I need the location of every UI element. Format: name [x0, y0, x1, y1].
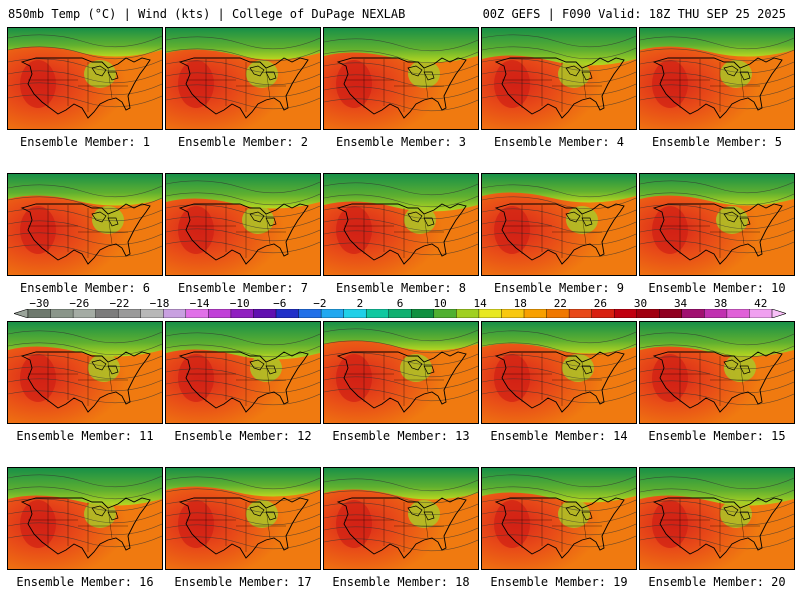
colorbar-tick-label: −18: [149, 297, 170, 310]
colorbar-swatch: [343, 309, 367, 318]
colorbar-swatch: [185, 309, 210, 318]
colorbar-swatch: [478, 309, 503, 318]
ensemble-map-panel: [165, 27, 321, 130]
ensemble-map-panel: [481, 467, 637, 570]
colorbar-tick-label: 26: [593, 297, 608, 310]
ensemble-map-panel: [165, 321, 321, 424]
ensemble-map-panel: [481, 27, 637, 130]
ensemble-member-label: Ensemble Member: 8: [335, 281, 467, 295]
ensemble-member-label: Ensemble Member: 10: [648, 281, 786, 295]
ensemble-member-label: Ensemble Member: 12: [174, 429, 312, 443]
colorbar-swatch: [568, 309, 593, 318]
ensemble-member-label: Ensemble Member: 7: [177, 281, 309, 295]
colorbar-high-arrow: [771, 309, 786, 318]
colorbar-swatch: [388, 309, 412, 318]
colorbar-swatch: [27, 309, 52, 318]
ensemble-member-label: Ensemble Member: 18: [332, 575, 470, 589]
colorbar-swatch: [411, 309, 435, 318]
colorbar-swatch: [726, 309, 751, 318]
colorbar-tick-label: 30: [633, 297, 648, 310]
colorbar-swatch: [163, 309, 187, 318]
ensemble-map-panel: [481, 321, 637, 424]
colorbar-swatch: [659, 309, 683, 318]
run-valid-time: 00Z GEFS | F090 Valid: 18Z THU SEP 25 20…: [482, 7, 786, 21]
ensemble-member-label: Ensemble Member: 5: [651, 135, 783, 149]
colorbar-swatch: [749, 309, 773, 318]
ensemble-member-label: Ensemble Member: 19: [490, 575, 628, 589]
colorbar-swatch: [681, 309, 706, 318]
temperature-colorbar: [14, 309, 786, 318]
colorbar-swatch: [275, 309, 300, 318]
ensemble-member-label: Ensemble Member: 4: [493, 135, 625, 149]
colorbar-low-arrow: [14, 309, 29, 318]
colorbar-swatch: [456, 309, 480, 318]
colorbar-tick-label: −10: [229, 297, 250, 310]
ensemble-map-panel: [7, 467, 163, 570]
ensemble-member-label: Ensemble Member: 16: [16, 575, 154, 589]
colorbar-swatch: [501, 309, 525, 318]
colorbar-tick-label: 10: [433, 297, 447, 310]
colorbar-swatch: [591, 309, 615, 318]
colorbar-swatch: [140, 309, 164, 318]
colorbar-tick-label: 22: [553, 297, 567, 310]
colorbar-swatch: [50, 309, 74, 318]
ensemble-member-label: Ensemble Member: 14: [490, 429, 628, 443]
colorbar-swatch: [704, 309, 728, 318]
colorbar-tick-label: 14: [473, 297, 487, 310]
ensemble-member-label: Ensemble Member: 2: [177, 135, 309, 149]
ensemble-member-label: Ensemble Member: 11: [16, 429, 154, 443]
colorbar-tick-label: −2: [313, 297, 327, 310]
colorbar-swatch: [320, 309, 345, 318]
ensemble-member-label: Ensemble Member: 17: [174, 575, 312, 589]
ensemble-member-label: Ensemble Member: 20: [648, 575, 786, 589]
ensemble-member-label: Ensemble Member: 13: [332, 429, 470, 443]
map-title: 850mb Temp (°C) | Wind (kts) | College o…: [8, 7, 406, 21]
ensemble-member-label: Ensemble Member: 15: [648, 429, 786, 443]
colorbar-swatch: [253, 309, 277, 318]
colorbar-tick-label: 42: [754, 297, 768, 310]
ensemble-member-label: Ensemble Member: 9: [493, 281, 625, 295]
ensemble-map-panel: [7, 321, 163, 424]
colorbar-swatch: [523, 309, 548, 318]
ensemble-map-panel: [639, 173, 795, 276]
colorbar-swatch: [298, 309, 322, 318]
colorbar-swatch: [613, 309, 638, 318]
colorbar-swatch: [208, 309, 232, 318]
ensemble-map-panel: [481, 173, 637, 276]
ensemble-map-panel: [323, 321, 479, 424]
colorbar-swatch: [117, 309, 142, 318]
colorbar-tick-label: −22: [109, 297, 130, 310]
colorbar-swatch: [546, 309, 570, 318]
colorbar-tick-label: −30: [29, 297, 50, 310]
colorbar-tick-label: −26: [69, 297, 90, 310]
colorbar-tick-label: 34: [673, 297, 688, 310]
ensemble-member-label: Ensemble Member: 6: [19, 281, 151, 295]
ensemble-map-panel: [165, 467, 321, 570]
colorbar-tick-label: −6: [273, 297, 287, 310]
ensemble-map-panel: [323, 173, 479, 276]
colorbar-tick-label: 18: [513, 297, 527, 310]
ensemble-map-panel: [165, 173, 321, 276]
ensemble-map-panel: [7, 173, 163, 276]
ensemble-map-panel: [323, 27, 479, 130]
colorbar-swatch: [230, 309, 255, 318]
ensemble-member-label: Ensemble Member: 3: [335, 135, 467, 149]
colorbar-tick-label: −14: [189, 297, 210, 310]
colorbar-swatch: [636, 309, 660, 318]
colorbar-tick-label: 38: [714, 297, 728, 310]
ensemble-map-panel: [639, 321, 795, 424]
ensemble-member-label: Ensemble Member: 1: [19, 135, 151, 149]
colorbar-swatch: [95, 309, 119, 318]
ensemble-map-panel: [7, 27, 163, 130]
colorbar-swatch: [72, 309, 97, 318]
colorbar-tick-label: 6: [396, 297, 404, 310]
ensemble-map-panel: [323, 467, 479, 570]
colorbar-tick-label: 2: [356, 297, 364, 310]
ensemble-map-panel: [639, 467, 795, 570]
colorbar-swatch: [433, 309, 458, 318]
ensemble-map-panel: [639, 27, 795, 130]
colorbar-swatch: [365, 309, 390, 318]
